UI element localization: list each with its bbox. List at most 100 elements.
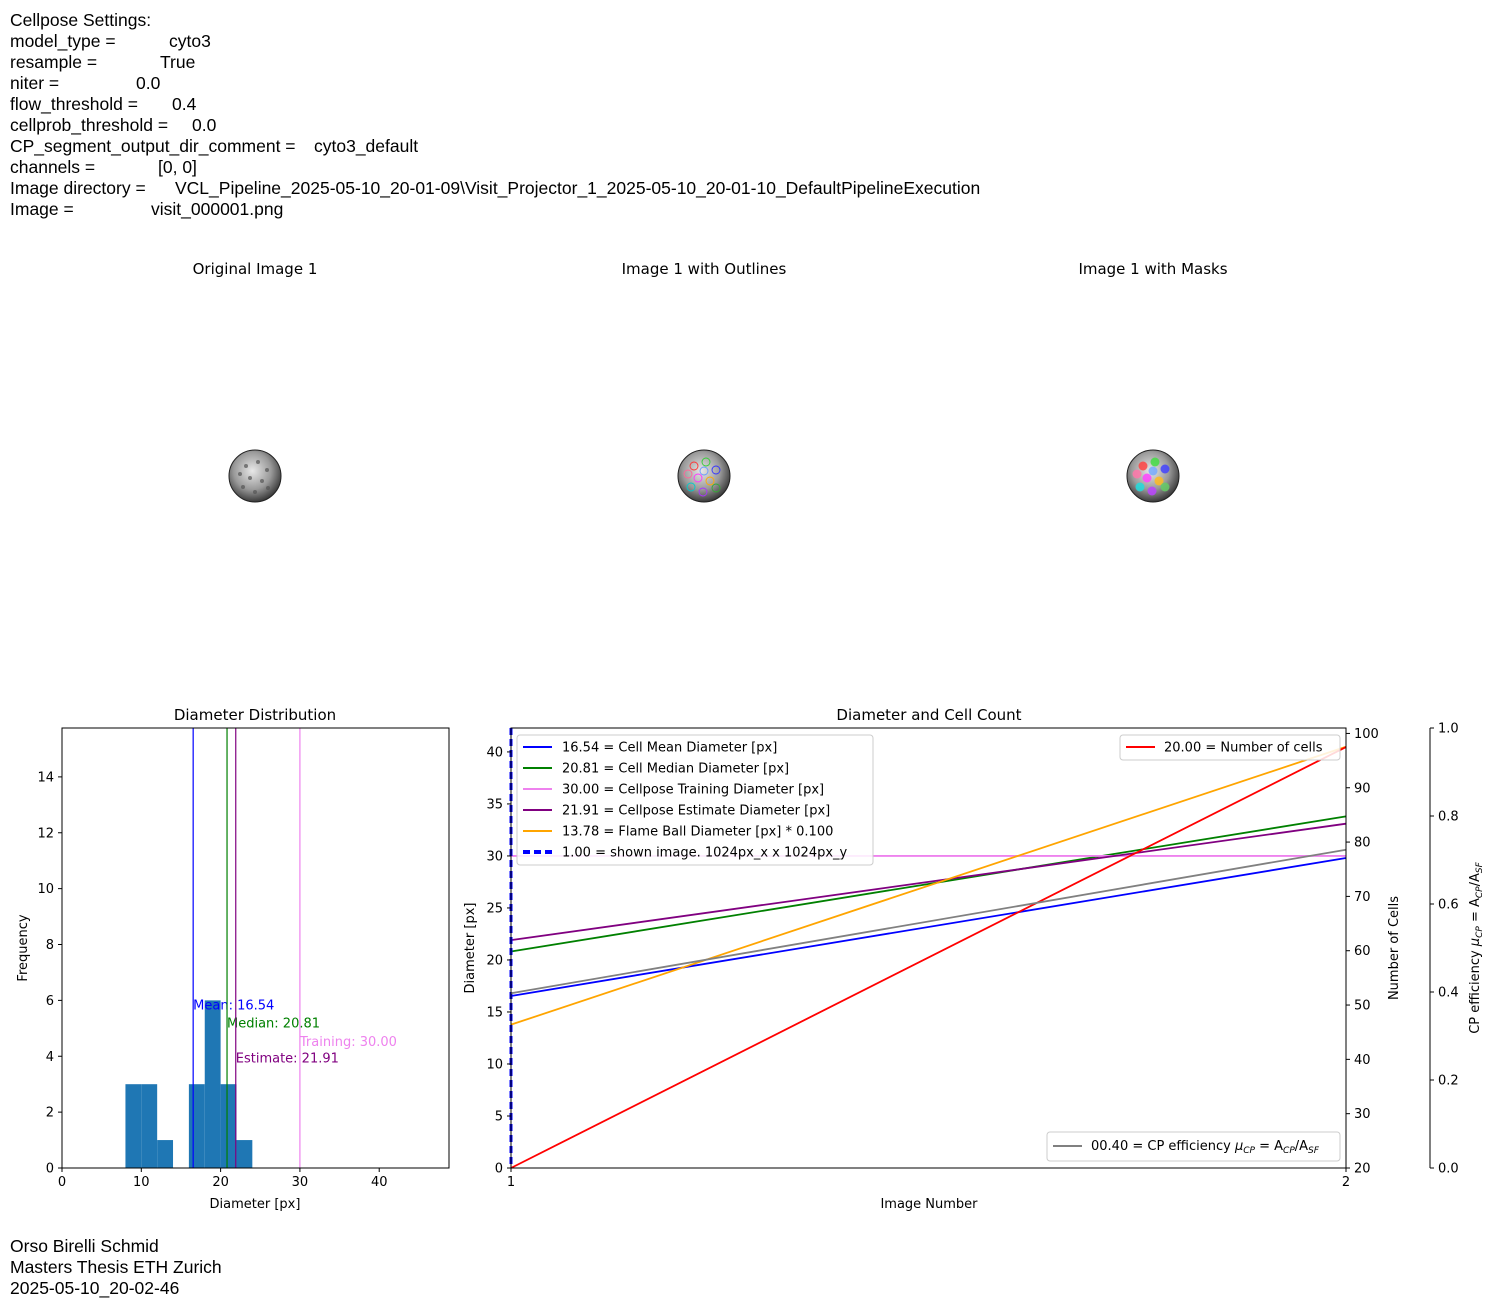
settings-key: Image = xyxy=(10,199,74,219)
plot-frame xyxy=(510,727,1347,1169)
y-tick-label: 4 xyxy=(46,1050,54,1065)
settings-key: resample = xyxy=(10,52,98,72)
y-tick-label: 8 xyxy=(46,938,54,953)
x-tick-label: 30 xyxy=(292,1175,309,1190)
legend-entry: 13.78 = Flame Ball Diameter [px] * 0.100 xyxy=(562,825,833,840)
right-y-axis-label: Number of Cells xyxy=(1387,896,1402,1000)
right-y-tick-label: 60 xyxy=(1354,944,1371,959)
series-line xyxy=(510,857,1347,997)
legend-entry: 16.54 = Cell Mean Diameter [px] xyxy=(562,741,777,756)
series-line xyxy=(510,815,1347,953)
settings-value: 0.0 xyxy=(192,115,217,135)
left-y-axis-label: Diameter [px] xyxy=(463,903,478,994)
settings-key: flow_threshold = xyxy=(10,94,138,114)
histogram-bar xyxy=(220,1084,237,1168)
left-y-tick-label: 5 xyxy=(495,1109,503,1124)
right-y-tick-label: 20 xyxy=(1354,1162,1371,1177)
settings-value: 0.4 xyxy=(172,94,197,114)
histogram-bar xyxy=(141,1084,158,1168)
left-y-tick-label: 0 xyxy=(495,1162,503,1177)
left-y-tick-label: 25 xyxy=(486,901,503,916)
y-tick-label: 6 xyxy=(46,994,54,1009)
histogram-bar xyxy=(204,1000,221,1168)
histogram-bar xyxy=(125,1084,142,1168)
legend-entry: 1.00 = shown image. 1024px_x x 1024px_y xyxy=(562,846,848,861)
settings-key: CP_segment_output_dir_comment = xyxy=(10,136,296,156)
settings-key: Image directory = xyxy=(10,178,146,198)
right-y-tick-label: 70 xyxy=(1354,890,1371,905)
settings-value: cyto3 xyxy=(169,31,211,51)
y-tick-label: 14 xyxy=(37,770,54,785)
x-axis-label: Image Number xyxy=(880,1197,978,1212)
settings-value: visit_000001.png xyxy=(151,199,284,219)
settings-key: channels = xyxy=(10,157,96,177)
legend-entry-efficiency: 00.40 = CP efficiency μCP = ACP/ASF xyxy=(1091,1139,1320,1156)
series-line xyxy=(510,745,1347,1026)
settings-key: cellprob_threshold = xyxy=(10,115,169,135)
legend-entry: 20.00 = Number of cells xyxy=(1164,741,1323,756)
right-y-tick-label: 80 xyxy=(1354,836,1371,851)
left-y-tick-label: 30 xyxy=(486,849,503,864)
plot-frame xyxy=(61,727,450,1169)
legend-entry: 21.91 = Cellpose Estimate Diameter [px] xyxy=(562,804,830,819)
y-tick-label: 2 xyxy=(46,1106,54,1121)
footer-author: Orso Birelli Schmid xyxy=(10,1236,159,1256)
far-right-y-tick-label: 0.2 xyxy=(1438,1074,1459,1089)
right-y-tick-label: 100 xyxy=(1354,727,1379,742)
reference-line-label: Median: 20.81 xyxy=(227,1017,320,1032)
right-y-tick-label: 40 xyxy=(1354,1053,1371,1068)
far-right-y-tick-label: 0.8 xyxy=(1438,810,1459,825)
right-y-tick-label: 50 xyxy=(1354,999,1371,1014)
y-tick-label: 0 xyxy=(46,1162,54,1177)
left-y-tick-label: 10 xyxy=(486,1057,503,1072)
reference-line-label: Estimate: 21.91 xyxy=(236,1052,339,1067)
x-tick-label: 40 xyxy=(371,1175,388,1190)
histogram-bar xyxy=(236,1140,253,1168)
settings-value: [0, 0] xyxy=(158,157,197,177)
series-line xyxy=(510,848,1347,995)
series-line xyxy=(510,822,1347,941)
x-tick-label: 2 xyxy=(1342,1175,1350,1190)
left-y-tick-label: 40 xyxy=(486,745,503,760)
left-y-tick-label: 35 xyxy=(486,797,503,812)
legend-diameters: 16.54 = Cell Mean Diameter [px] 20.81 = C… xyxy=(516,734,874,866)
legend-efficiency: 00.40 = CP efficiency μCP = ACP/ASF xyxy=(1046,1131,1341,1162)
y-axis-label: Frequency xyxy=(16,914,31,981)
settings-key: model_type = xyxy=(10,31,116,51)
series-line xyxy=(510,746,1347,1169)
x-tick-label: 10 xyxy=(133,1175,150,1190)
right-y-tick-label: 90 xyxy=(1354,781,1371,796)
footer-thesis: Masters Thesis ETH Zurich xyxy=(10,1257,222,1277)
outlines-image-title: Image 1 with Outlines xyxy=(621,260,787,278)
x-tick-label: 20 xyxy=(212,1175,229,1190)
far-right-y-tick-label: 1.0 xyxy=(1438,722,1459,737)
legend-cells: 20.00 = Number of cells xyxy=(1119,734,1341,761)
x-tick-label: 0 xyxy=(58,1175,66,1190)
original-image-title: Original Image 1 xyxy=(192,260,318,278)
far-right-y-tick-label: 0.6 xyxy=(1438,898,1459,913)
settings-value: VCL_Pipeline_2025-05-10_20-01-09\Visit_P… xyxy=(175,178,981,198)
masks-image-title: Image 1 with Masks xyxy=(1078,260,1228,278)
settings-key: niter = xyxy=(10,73,60,93)
footer-credits: Orso Birelli Schmid Masters Thesis ETH Z… xyxy=(10,1236,222,1299)
settings-value: cyto3_default xyxy=(314,136,419,156)
chart-title: Diameter and Cell Count xyxy=(836,706,1021,724)
reference-line-label: Training: 30.00 xyxy=(299,1035,397,1050)
footer-timestamp: 2025-05-10_20-02-46 xyxy=(10,1278,180,1298)
settings-heading: Cellpose Settings: xyxy=(10,10,152,30)
settings-value: True xyxy=(160,52,196,72)
left-y-tick-label: 20 xyxy=(486,953,503,968)
left-y-tick-label: 15 xyxy=(486,1005,503,1020)
legend-entry: 20.81 = Cell Median Diameter [px] xyxy=(562,762,789,777)
x-axis-label: Diameter [px] xyxy=(210,1197,301,1212)
x-tick-label: 1 xyxy=(507,1175,515,1190)
right-y-tick-label: 30 xyxy=(1354,1107,1371,1122)
reference-line-label: Mean: 16.54 xyxy=(193,999,274,1014)
y-tick-label: 10 xyxy=(37,882,54,897)
far-right-y-axis-label: CP efficiency μCP = ACP/ASF xyxy=(1468,861,1485,1033)
far-right-y-tick-label: 0.4 xyxy=(1438,986,1459,1001)
legend-entry: 30.00 = Cellpose Training Diameter [px] xyxy=(562,783,824,798)
histogram-bar xyxy=(157,1140,174,1168)
